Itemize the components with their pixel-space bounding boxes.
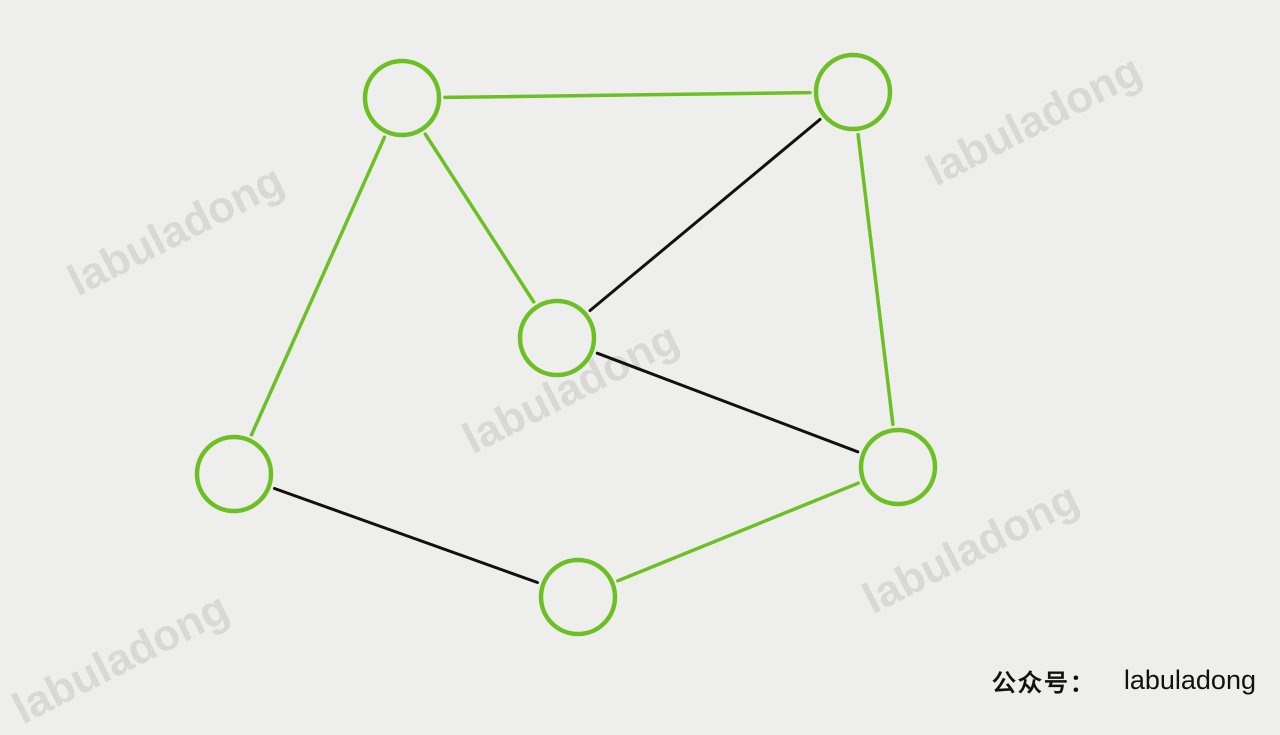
footer-credit: 公众号： labuladong [992, 663, 1256, 698]
footer-account: labuladong [1123, 665, 1256, 695]
graph-svg [194, 52, 938, 637]
footer-prefix: 公众号： [991, 668, 1096, 697]
node-left [194, 434, 274, 514]
edge-left-bottom [272, 486, 540, 585]
graph-diagram: labuladong labuladong labuladong labulad… [5, 45, 1256, 733]
edge-bottom-right [616, 481, 860, 583]
edge-top-right-right [856, 132, 895, 427]
node-right [858, 427, 938, 507]
nodes-group [194, 52, 938, 637]
node-center [517, 298, 597, 378]
edge-top-right-center [588, 117, 822, 313]
edges-group [249, 90, 895, 585]
node-top-left [362, 58, 442, 138]
edge-top-left-left [249, 135, 387, 437]
node-bottom [538, 557, 618, 637]
node-top-right [813, 52, 893, 132]
edge-top-left-center [423, 132, 536, 304]
edge-top-left-top-right [443, 90, 812, 100]
edge-center-right [595, 351, 860, 454]
